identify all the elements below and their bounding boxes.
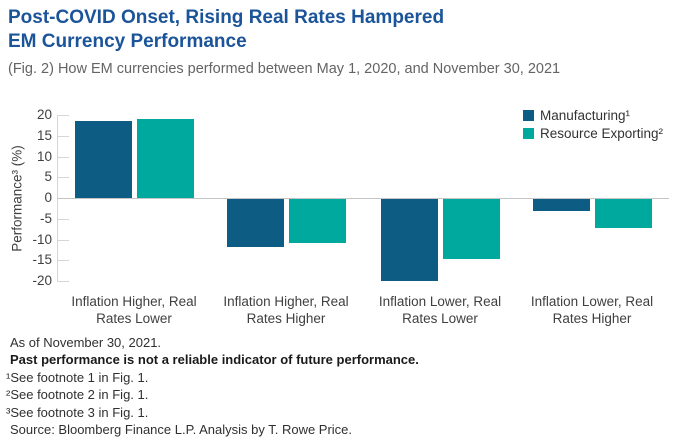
y-tick-label: 20 <box>36 107 52 122</box>
legend-label-manufacturing: Manufacturing¹ <box>540 107 631 123</box>
legend-item-manufacturing: Manufacturing¹ <box>523 106 663 124</box>
as-of-date: As of November 30, 2021. <box>10 335 162 350</box>
y-tick <box>57 218 69 220</box>
resource-exporting-swatch-icon <box>523 127 534 139</box>
category-label: Inflation Higher, Real Rates Higher <box>223 294 349 326</box>
legend-item-resource-exporting: Resource Exporting² <box>523 124 663 142</box>
y-tick-label: -5 <box>39 210 52 226</box>
y-tick-label: 15 <box>36 127 52 143</box>
manufacturing-swatch-icon <box>523 109 534 121</box>
footnote-3: ³See footnote 3 in Fig. 1. <box>6 404 149 420</box>
bar-manufacturing-group2 <box>226 199 284 247</box>
y-tick <box>57 177 69 179</box>
bar-resource-exporting-group2 <box>288 199 346 243</box>
chart-title-line1: Post-COVID Onset, Rising Real Rates Hamp… <box>8 7 445 28</box>
bar-chart: Performance³ (%) 20 15 10 5 0 -5 -10 -15 -20 Infl… <box>10 106 669 326</box>
y-tick-label: -10 <box>32 231 52 247</box>
zero-gridline <box>57 198 669 199</box>
legend: Manufacturing¹ Resource Exporting² <box>523 106 663 142</box>
category-label: Inflation Higher, Real Rates Lower <box>71 294 197 326</box>
chart-subtitle: (Fig. 2) How EM currencies performed bet… <box>8 61 561 77</box>
footnote-2: ²See footnote 2 in Fig. 1. <box>6 387 149 403</box>
chart-title: Post-COVID Onset, Rising Real Rates Hamp… <box>8 6 444 54</box>
category-label: Inflation Lower, Real Rates Higher <box>530 294 654 326</box>
y-tick-label: 5 <box>44 169 52 185</box>
legend-label-resource-exporting: Resource Exporting² <box>540 125 664 141</box>
bar-resource-exporting-group3 <box>442 199 500 260</box>
y-tick <box>57 239 69 241</box>
y-tick-label: -15 <box>32 252 52 268</box>
bar-resource-exporting-group4 <box>594 199 652 229</box>
bar-manufacturing-group3 <box>380 199 438 282</box>
y-tick-label: -20 <box>32 273 52 288</box>
y-tick <box>57 115 69 116</box>
y-tick-label: 0 <box>44 190 52 205</box>
plot-area: 20 15 10 5 0 -5 -10 -15 -20 Inflation Higher, Rea… <box>32 107 669 326</box>
y-tick-label: 10 <box>36 148 52 164</box>
footer: As of November 30, 2021. Past performanc… <box>6 334 419 438</box>
past-performance-disclaimer: Past performance is not a reliable indic… <box>10 352 419 368</box>
bar-resource-exporting-group1 <box>136 119 194 198</box>
y-tick <box>57 156 69 158</box>
category-label: Inflation Lower, Real Rates Lower <box>378 294 502 326</box>
chart-title-line2: EM Currency Performance <box>8 31 247 52</box>
bar-manufacturing-group4 <box>532 199 590 212</box>
y-tick <box>57 260 69 262</box>
source-attribution: Source: Bloomberg Finance L.P. Analysis … <box>10 422 353 438</box>
y-tick <box>57 135 69 137</box>
bar-manufacturing-group1 <box>74 121 132 198</box>
y-tick <box>57 281 69 282</box>
footnote-1: ¹See footnote 1 in Fig. 1. <box>6 369 149 385</box>
